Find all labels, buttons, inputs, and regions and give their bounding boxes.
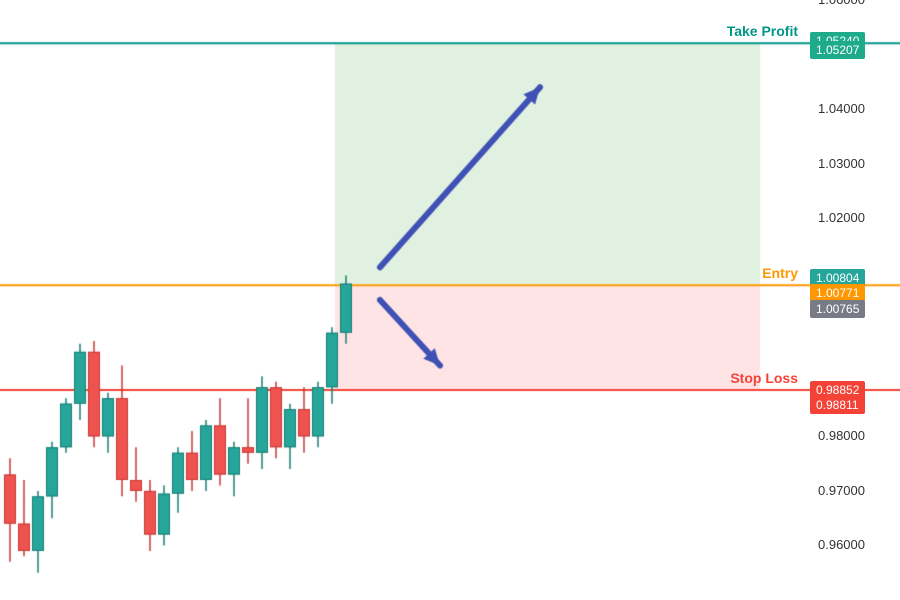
y-axis-label: 1.02000 [818,210,865,225]
y-axis-label: 0.98000 [818,428,865,443]
price-tag: 0.98811 [810,396,865,414]
stop-loss-label: Stop Loss [730,370,798,386]
price-chart-canvas [0,0,900,600]
take-profit-label: Take Profit [727,23,798,39]
price-tag: 1.05207 [810,41,865,59]
price-tag: 1.00765 [810,300,865,318]
y-axis-label: 1.04000 [818,101,865,116]
entry-label: Entry [762,265,798,281]
y-axis-label: 0.96000 [818,537,865,552]
y-axis-label: 1.06000 [818,0,865,7]
y-axis-label: 0.97000 [818,483,865,498]
y-axis-label: 1.03000 [818,156,865,171]
